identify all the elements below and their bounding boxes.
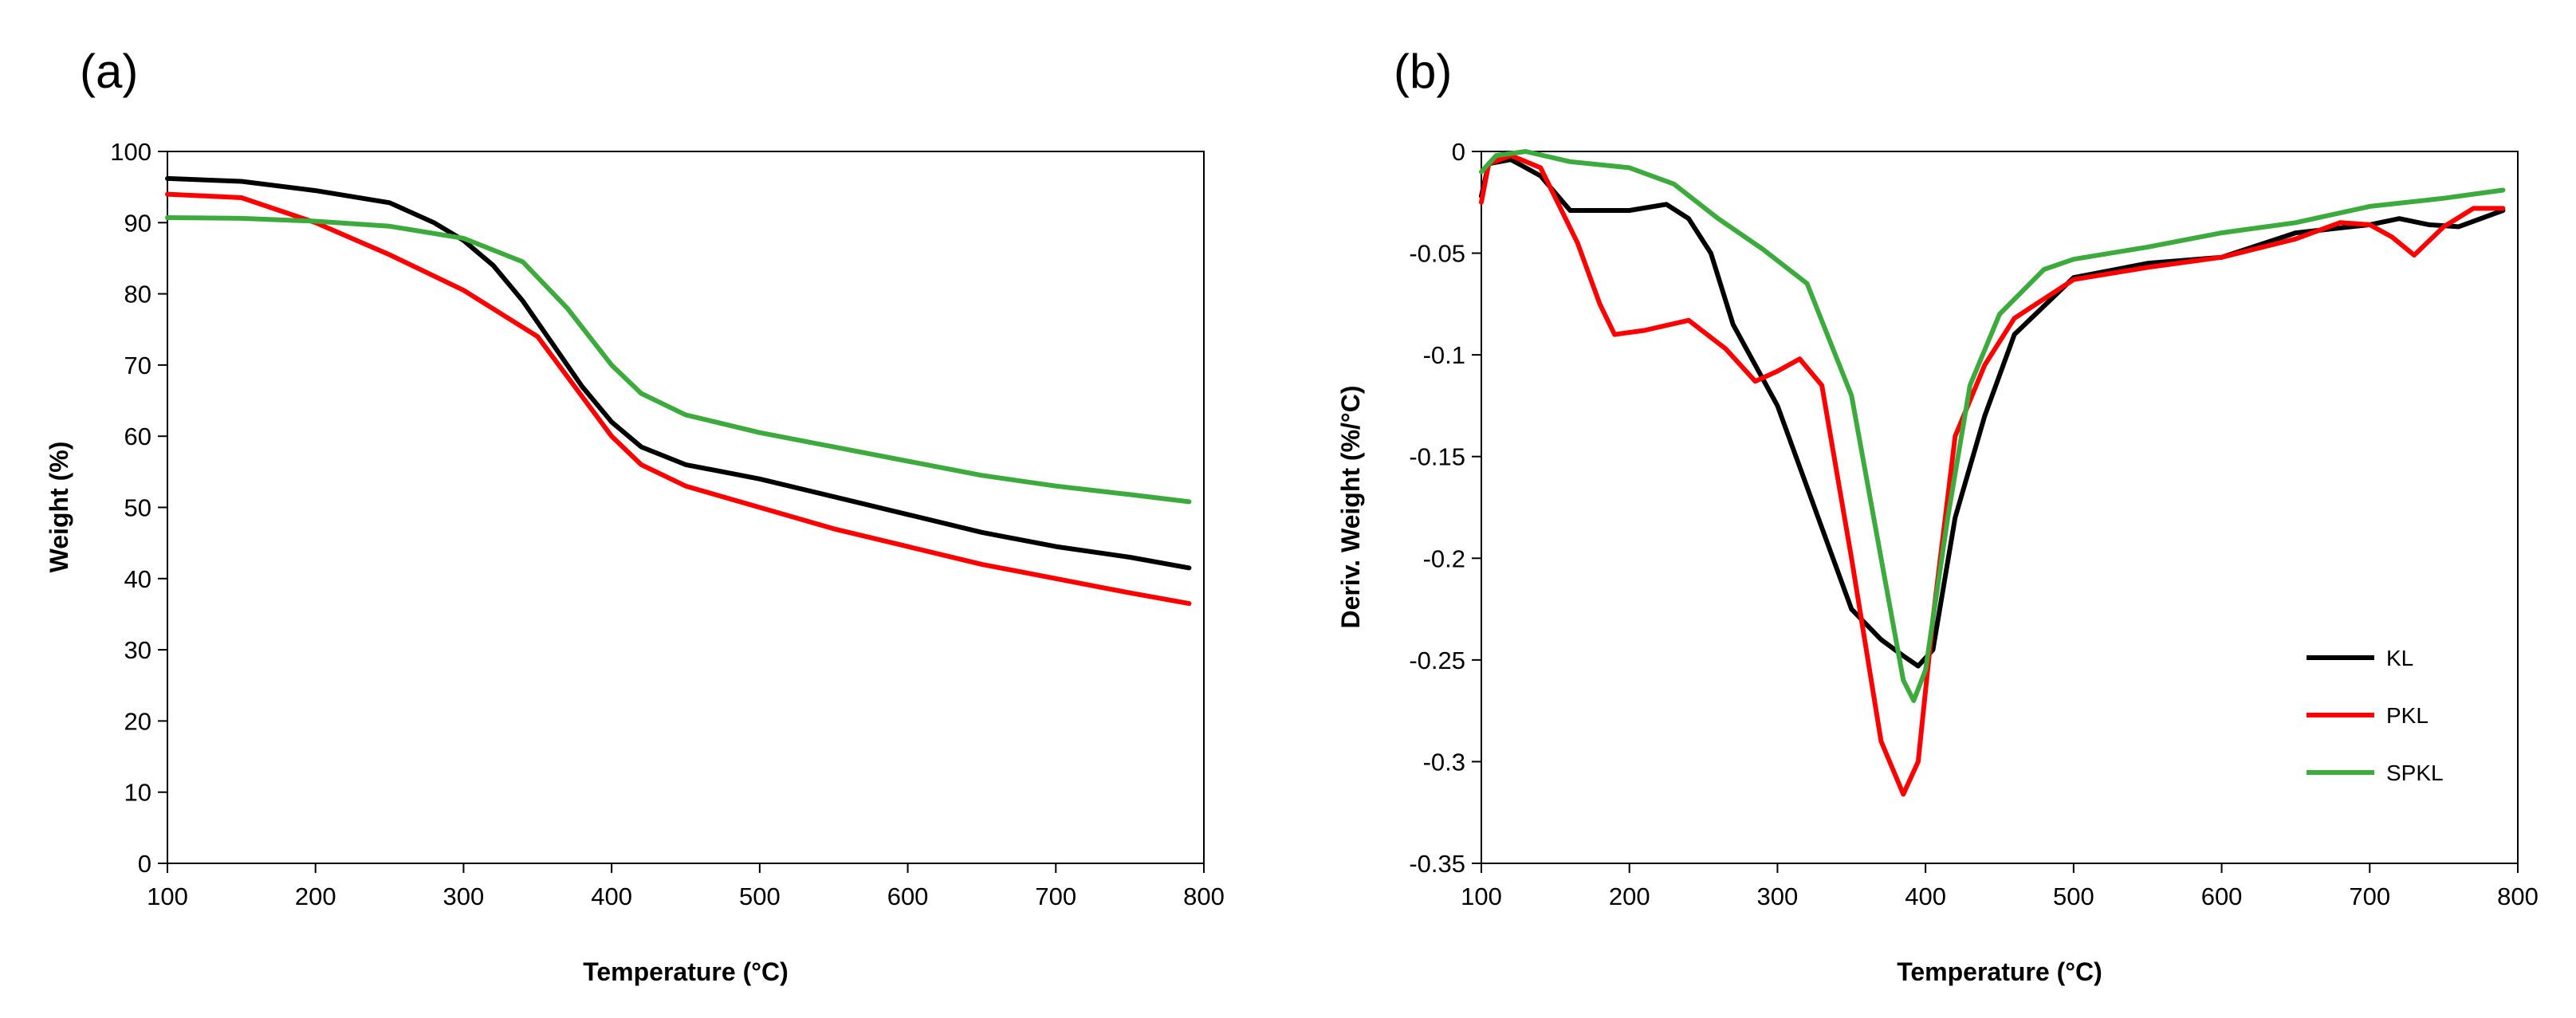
series-line-kl-a bbox=[165, 175, 1192, 571]
y-tick-label-a: 50 bbox=[124, 494, 151, 522]
x-axis-title-a: Temperature (°C) bbox=[583, 957, 789, 986]
legend-label-spkl: SPKL bbox=[2386, 761, 2444, 785]
y-axis-title-a: Weight (%) bbox=[45, 442, 73, 573]
y-tick-label-a: 80 bbox=[124, 281, 151, 309]
chart-b: (b) 0 -0.05 -0.1 -0.15 -0.2 -0.25 -0.3 -0.35 10… bbox=[1336, 45, 2539, 986]
x-tick-label-a: 400 bbox=[591, 882, 632, 910]
plot-area-a bbox=[167, 151, 1205, 864]
x-tick-label-a: 200 bbox=[295, 882, 336, 910]
x-tick-label-b: 800 bbox=[2497, 882, 2539, 910]
y-tick-label-b: -0.3 bbox=[1423, 748, 1465, 776]
x-tick-label-a: 600 bbox=[887, 882, 929, 910]
y-tick-label-a: 40 bbox=[124, 565, 151, 593]
y-tick-label-a: 20 bbox=[124, 707, 151, 735]
y-axis-title-b: Deriv. Weight (%/°C) bbox=[1336, 386, 1365, 629]
y-tick-label-a: 30 bbox=[124, 636, 151, 664]
y-tick-label-a: 90 bbox=[124, 209, 151, 237]
y-tick-label-a: 100 bbox=[110, 138, 151, 166]
y-tick-label-a: 70 bbox=[124, 352, 151, 379]
y-tick-label-a: 60 bbox=[124, 423, 151, 450]
series-group-b bbox=[1479, 149, 2506, 797]
y-tick-label-a: 10 bbox=[124, 779, 151, 807]
x-tick-label-a: 800 bbox=[1183, 882, 1225, 910]
legend-label-pkl: PKL bbox=[2386, 703, 2429, 728]
y-tick-label-b: -0.2 bbox=[1423, 544, 1465, 572]
series-line-spkl-a bbox=[165, 215, 1192, 505]
x-tick-label-a: 100 bbox=[147, 882, 188, 910]
legend-label-kl: KL bbox=[2386, 646, 2413, 670]
series-line-pkl-b bbox=[1479, 153, 2506, 797]
x-tick-label-b: 700 bbox=[2349, 882, 2390, 910]
x-tick-label-b: 300 bbox=[1757, 882, 1799, 910]
x-tick-label-b: 200 bbox=[1609, 882, 1650, 910]
x-axis-title-b: Temperature (°C) bbox=[1897, 957, 2102, 986]
series-group-a bbox=[165, 175, 1192, 607]
y-tick-label-b: 0 bbox=[1452, 138, 1465, 166]
y-tick-label-b: -0.25 bbox=[1409, 647, 1465, 674]
series-line-spkl-b bbox=[1479, 149, 2506, 703]
chart-a: (a) 0 10 20 30 40 50 60 70 80 90 100 100 200 300 400 5… bbox=[45, 45, 1225, 986]
y-ticks-a: 0 10 20 30 40 50 60 70 80 90 100 bbox=[110, 138, 167, 878]
series-line-pkl-a bbox=[165, 191, 1192, 607]
x-tick-label-b: 400 bbox=[1905, 882, 1946, 910]
y-ticks-b: 0 -0.05 -0.1 -0.15 -0.2 -0.25 -0.3 -0.35 bbox=[1409, 138, 1481, 878]
y-tick-label-b: -0.15 bbox=[1409, 443, 1465, 471]
y-tick-label-a: 0 bbox=[138, 850, 151, 878]
y-tick-label-b: -0.05 bbox=[1409, 240, 1465, 268]
x-tick-label-a: 500 bbox=[739, 882, 781, 910]
x-tick-label-b: 500 bbox=[2053, 882, 2094, 910]
x-tick-label-b: 600 bbox=[2201, 882, 2243, 910]
plot-area-b bbox=[1481, 151, 2519, 864]
x-tick-label-a: 700 bbox=[1035, 882, 1076, 910]
x-tick-label-a: 300 bbox=[443, 882, 485, 910]
x-tick-label-b: 100 bbox=[1461, 882, 1502, 910]
x-ticks-b: 100 200 300 400 500 600 700 800 bbox=[1461, 863, 2539, 910]
legend-b: KL PKL SPKL bbox=[2307, 646, 2444, 785]
x-ticks-a: 100 200 300 400 500 600 700 800 bbox=[147, 863, 1225, 910]
y-tick-label-b: -0.35 bbox=[1409, 850, 1465, 878]
panel-label-a: (a) bbox=[80, 45, 138, 98]
y-tick-label-b: -0.1 bbox=[1423, 341, 1465, 369]
panel-label-b: (b) bbox=[1394, 45, 1452, 98]
